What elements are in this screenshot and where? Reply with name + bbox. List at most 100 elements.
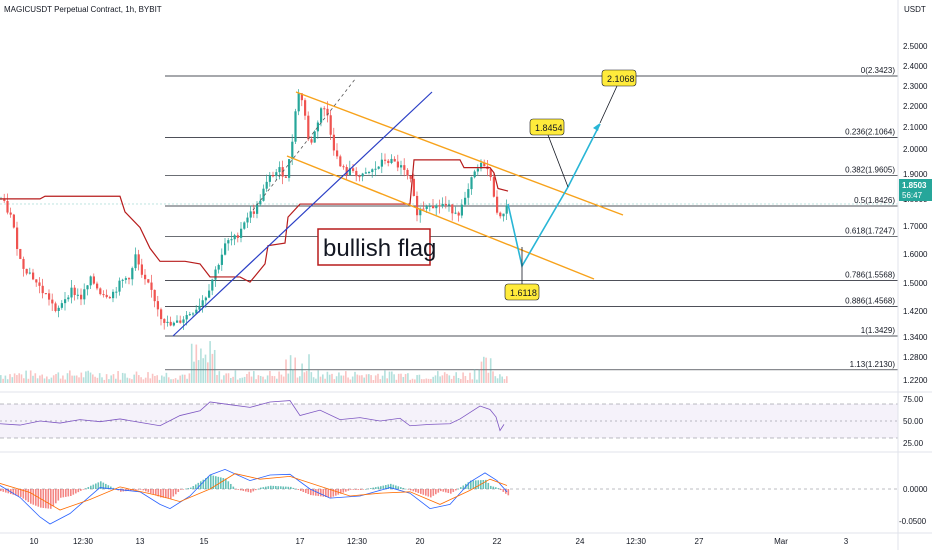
volume-bar [147,372,149,383]
volume-bar [262,376,264,383]
candle-body [345,167,348,176]
candle-body [451,204,454,214]
candle-body [12,214,15,228]
macd-hist-bar [77,489,80,493]
volume-bar [13,373,16,383]
candle-body [249,211,252,218]
signal-line [0,473,508,511]
volume-bar [259,375,262,383]
volume-bar [131,379,133,383]
time-tick: 22 [493,537,502,546]
macd-hist-bar [452,489,455,493]
macd-hist-bar [402,487,405,489]
drawings [172,77,624,337]
volume-bar [253,371,255,383]
volume-bar [186,378,188,383]
candle-body [422,208,425,210]
macd-hist-bar [332,489,335,497]
volume-bar [310,372,313,383]
volume-bar [211,353,214,383]
candle-body [336,150,339,157]
macd-hist-bar [182,489,185,490]
volume-bar [434,375,437,383]
macd-hist-bar [357,489,360,490]
macd-hist-bar [390,483,392,489]
volume-bar [227,373,230,383]
candle-body [176,320,179,323]
volume-bar [354,371,356,383]
callout-target-1[interactable]: 1.8454 [529,118,565,136]
volume-bar [397,373,400,383]
candle-body [160,309,163,320]
macd-hist-bar [230,483,232,489]
candle-body [179,320,182,323]
macd-hist-bar [287,486,290,489]
volume-bar [0,375,2,383]
macd-hist-bar [185,488,187,490]
volume-bar [439,376,441,383]
volume-bar [108,379,110,383]
macd-hist-bar [7,489,10,494]
macd-tick-neg: -0.0500 [899,517,927,526]
bullish-flag-box[interactable]: bullish flag [317,228,436,266]
fib-label-3: 0.5(1.8426) [854,196,895,205]
candle-body [76,294,79,296]
candle-body [60,303,63,308]
volume-bar [98,373,101,383]
volume-bar [425,378,428,383]
candle-body [41,285,44,294]
volume-bar [473,369,476,383]
volume-bar [202,358,204,383]
fib-label-1: 0.236(2.1064) [845,127,895,136]
candle-body [28,272,31,274]
macd-hist-bar [405,488,407,490]
volume-bar [144,377,147,383]
rsi-tick-50: 50.00 [903,417,924,426]
volume-bar [179,375,181,383]
volume-bar [292,369,294,383]
callout-target-2[interactable]: 2.1068 [601,69,637,87]
candle-body [371,169,374,173]
callout-low-text: 1.6118 [510,288,537,298]
candle-body [294,111,297,142]
supertrend-line [0,159,509,283]
volume-bar [404,374,407,383]
macd-hist-bar [365,489,367,490]
macd-hist-bar [177,489,180,492]
macd-hist-bar [410,489,412,491]
candle-body [278,167,281,173]
candle-body [83,289,86,300]
candle-body [25,268,28,274]
volume-bar [117,371,119,383]
candle-body [64,299,67,304]
volume-bar [499,374,501,383]
macd-hist-bar [415,489,417,493]
macd-hist-bar [322,489,325,497]
macd-hist-bar [407,489,410,490]
volume-bar [59,378,62,383]
candle-body [492,177,495,197]
macd-hist-bar [67,489,70,497]
candle-body [108,297,111,299]
macd-hist-bar [55,489,57,504]
macd-hist-bar [57,489,60,501]
volume-bar [303,372,306,383]
callout-low[interactable]: 1.6118 [504,283,540,301]
macd-hist-bar [155,489,157,496]
candle-body [499,212,502,217]
volume-bar [255,379,257,383]
macd-hist-bar [87,487,90,489]
volume-bar [115,378,117,383]
volume-bar [469,372,471,383]
volume-bar [370,375,372,383]
price-tick: 1.6000 [903,250,928,259]
volume-bar [342,375,345,383]
candle-body [16,227,19,249]
candle-body [275,172,278,177]
candle-body [227,240,230,244]
macd-hist-bar [65,489,67,497]
macd-hist-bar [232,486,235,489]
macd-hist-bar [212,475,215,489]
macd-hist-bar [397,486,400,489]
